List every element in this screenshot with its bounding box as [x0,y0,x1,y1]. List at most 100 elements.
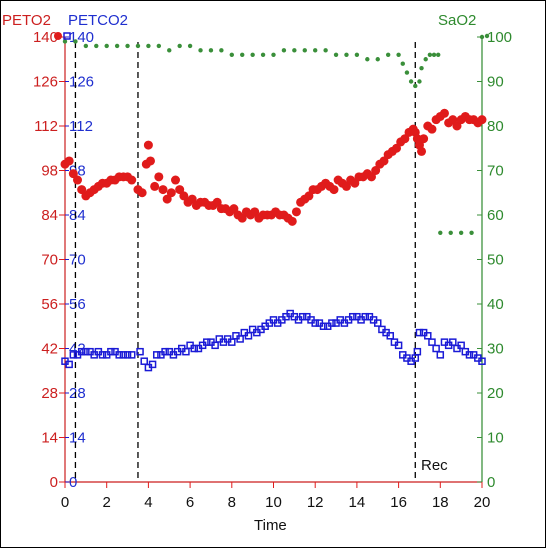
left-tick-label-blue: 126 [69,74,94,91]
petco2-point [413,347,422,356]
sao2-point [413,83,418,89]
x-tick-label: 18 [432,494,449,511]
sao2-point [323,48,328,53]
left-tick-label-red: 0 [50,474,58,491]
petco2-point [136,347,144,356]
peto2-point [250,207,260,217]
sao2-point [431,52,437,57]
petco2-point [77,347,86,356]
left-tick-label-red: 98 [41,163,58,180]
right-tick-label: 80 [487,118,504,135]
petco2-legend-marker [63,32,71,40]
left-tick-label-blue: 84 [69,207,86,224]
petco2-point [244,332,253,340]
left-tick-label-blue: 56 [69,296,86,313]
left-tick-label-red: 140 [33,29,58,46]
peto2-point [304,191,314,201]
peto2-point [73,175,83,185]
peto2-point [145,156,155,166]
sao2-point [400,61,405,66]
x-tick-label: 14 [349,494,366,511]
peto2-point [379,156,389,166]
sao2-legend-marker [484,33,490,39]
petco2-point [127,351,136,359]
left-tick-label-red: 112 [34,118,58,135]
right-tick-label: 0 [487,474,495,491]
peto2-point [291,207,301,217]
sao2-point [396,52,401,57]
sao2-point [344,52,349,57]
petco2-point [432,344,440,353]
x-tick-label: 12 [307,494,324,511]
right-tick-label: 70 [487,163,504,180]
petco2-point [190,344,199,353]
x-tick-label: 2 [103,494,111,511]
peto2-point [179,191,189,201]
sao2-point [260,52,266,57]
petco2-point [319,322,328,330]
sao2-point [114,43,120,49]
petco2-point [236,335,244,343]
petco2-point [374,319,382,327]
peto2-point [175,185,185,195]
peto2-point [366,172,376,182]
right-axis-title-sao2: SaO2 [438,12,476,29]
sao2-point [73,39,78,44]
sao2-point [219,48,224,53]
sao2-point [83,43,89,49]
peto2-legend-marker [54,32,62,40]
peto2-point [171,175,181,185]
peto2-point [127,175,137,185]
petco2-point [119,351,128,359]
sao2-point [229,52,234,57]
petco2-point [348,312,357,321]
petco2-point [436,351,445,359]
sao2-point [458,230,464,235]
peto2-point [371,166,381,175]
peto2-point [154,172,164,182]
right-tick-label: 100 [487,29,512,46]
sao2-point [104,43,109,49]
right-tick-label: 30 [487,341,504,358]
petco2-point [478,357,486,365]
petco2-point [415,328,424,337]
right-tick-label: 90 [487,74,504,91]
petco2-point [449,338,457,346]
petco2-point [82,347,90,356]
left-tick-label-blue: 140 [69,29,94,46]
peto2-point [137,188,147,198]
x-tick-label: 0 [61,494,69,511]
sao2-point [479,34,485,40]
petco2-point [123,351,132,359]
petco2-point [203,338,211,346]
sao2-point [419,65,424,71]
petco2-point [140,357,148,365]
peto2-point [187,194,197,204]
sao2-point [146,43,151,49]
left-tick-label-blue: 0 [69,474,77,491]
peto2-point [427,124,437,134]
petco2-point [148,360,157,369]
petco2-point [465,351,474,359]
peto2-point [143,140,153,150]
sao2-point [94,43,99,49]
x-tick-label: 10 [265,494,282,511]
sao2-point [167,48,172,53]
peto2-point [212,197,222,207]
x-tick-label: 20 [474,494,491,511]
peto2-point [150,181,160,191]
left-tick-label-red: 14 [41,430,58,447]
left-tick-label-red: 70 [41,252,58,269]
petco2-point [115,351,123,359]
x-tick-label: 4 [144,494,152,511]
left-axis-title-peto2: PETO2 [2,12,51,29]
sao2-point [404,70,410,75]
peto2-point [452,121,462,131]
petco2-point [361,312,369,321]
left-tick-label-blue: 70 [69,252,86,269]
sao2-point [408,79,414,84]
left-tick-label-red: 84 [41,207,58,224]
petco2-point [311,319,319,327]
x-tick-label: 8 [228,494,236,511]
